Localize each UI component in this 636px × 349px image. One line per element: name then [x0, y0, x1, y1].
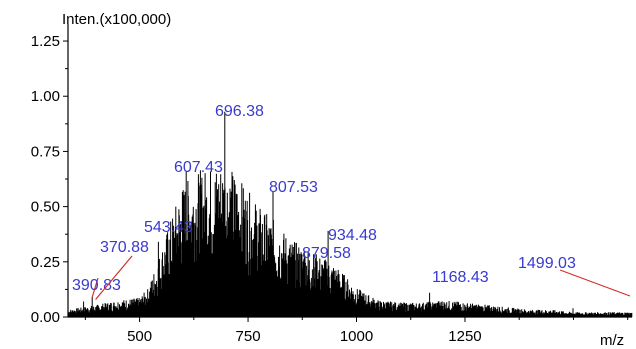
- y-tick-label: 0.50: [31, 199, 60, 216]
- peak-label: 934.48: [328, 227, 377, 244]
- peak-label: 696.38: [215, 103, 264, 120]
- x-tick-label: 1250: [448, 328, 481, 345]
- peak-label: 543.43: [144, 219, 193, 236]
- y-tick-label: 0.75: [31, 143, 60, 160]
- y-tick-label: 1.00: [31, 88, 60, 105]
- y-tick-label: 0.25: [31, 254, 60, 271]
- y-tick-label: 1.25: [31, 33, 60, 50]
- peak-label: 807.53: [269, 179, 318, 196]
- peak-label: 1168.43: [432, 269, 489, 286]
- x-tick-label: 1000: [340, 328, 373, 345]
- spectrum-trace: [67, 111, 633, 317]
- peak-label: 879.58: [302, 245, 351, 262]
- x-tick-label: 500: [127, 328, 152, 345]
- peak-leader-line: [95, 255, 133, 300]
- spectrum-peaks: [67, 111, 633, 317]
- peak-labels: 390.83 370.88 543.43 607.43 696.38 807.53 879.…: [72, 103, 631, 300]
- peak-label: 370.88: [100, 239, 149, 256]
- y-axis-title: Inten.(x100,000): [62, 11, 171, 28]
- peak-label: 607.43: [174, 159, 223, 176]
- x-tick-label: 750: [236, 328, 261, 345]
- chart-axes: 0.00 0.25 0.50 0.75 1.00 1.25 500 750 1000 1250: [31, 24, 632, 345]
- peak-label: 390.83: [72, 277, 121, 294]
- x-axis-title: m/z: [600, 332, 624, 349]
- peak-label: 1499.03: [518, 255, 576, 272]
- y-tick-label: 0.00: [31, 309, 60, 326]
- peak-leader-line: [91, 277, 99, 298]
- peak-leader-line: [559, 269, 631, 297]
